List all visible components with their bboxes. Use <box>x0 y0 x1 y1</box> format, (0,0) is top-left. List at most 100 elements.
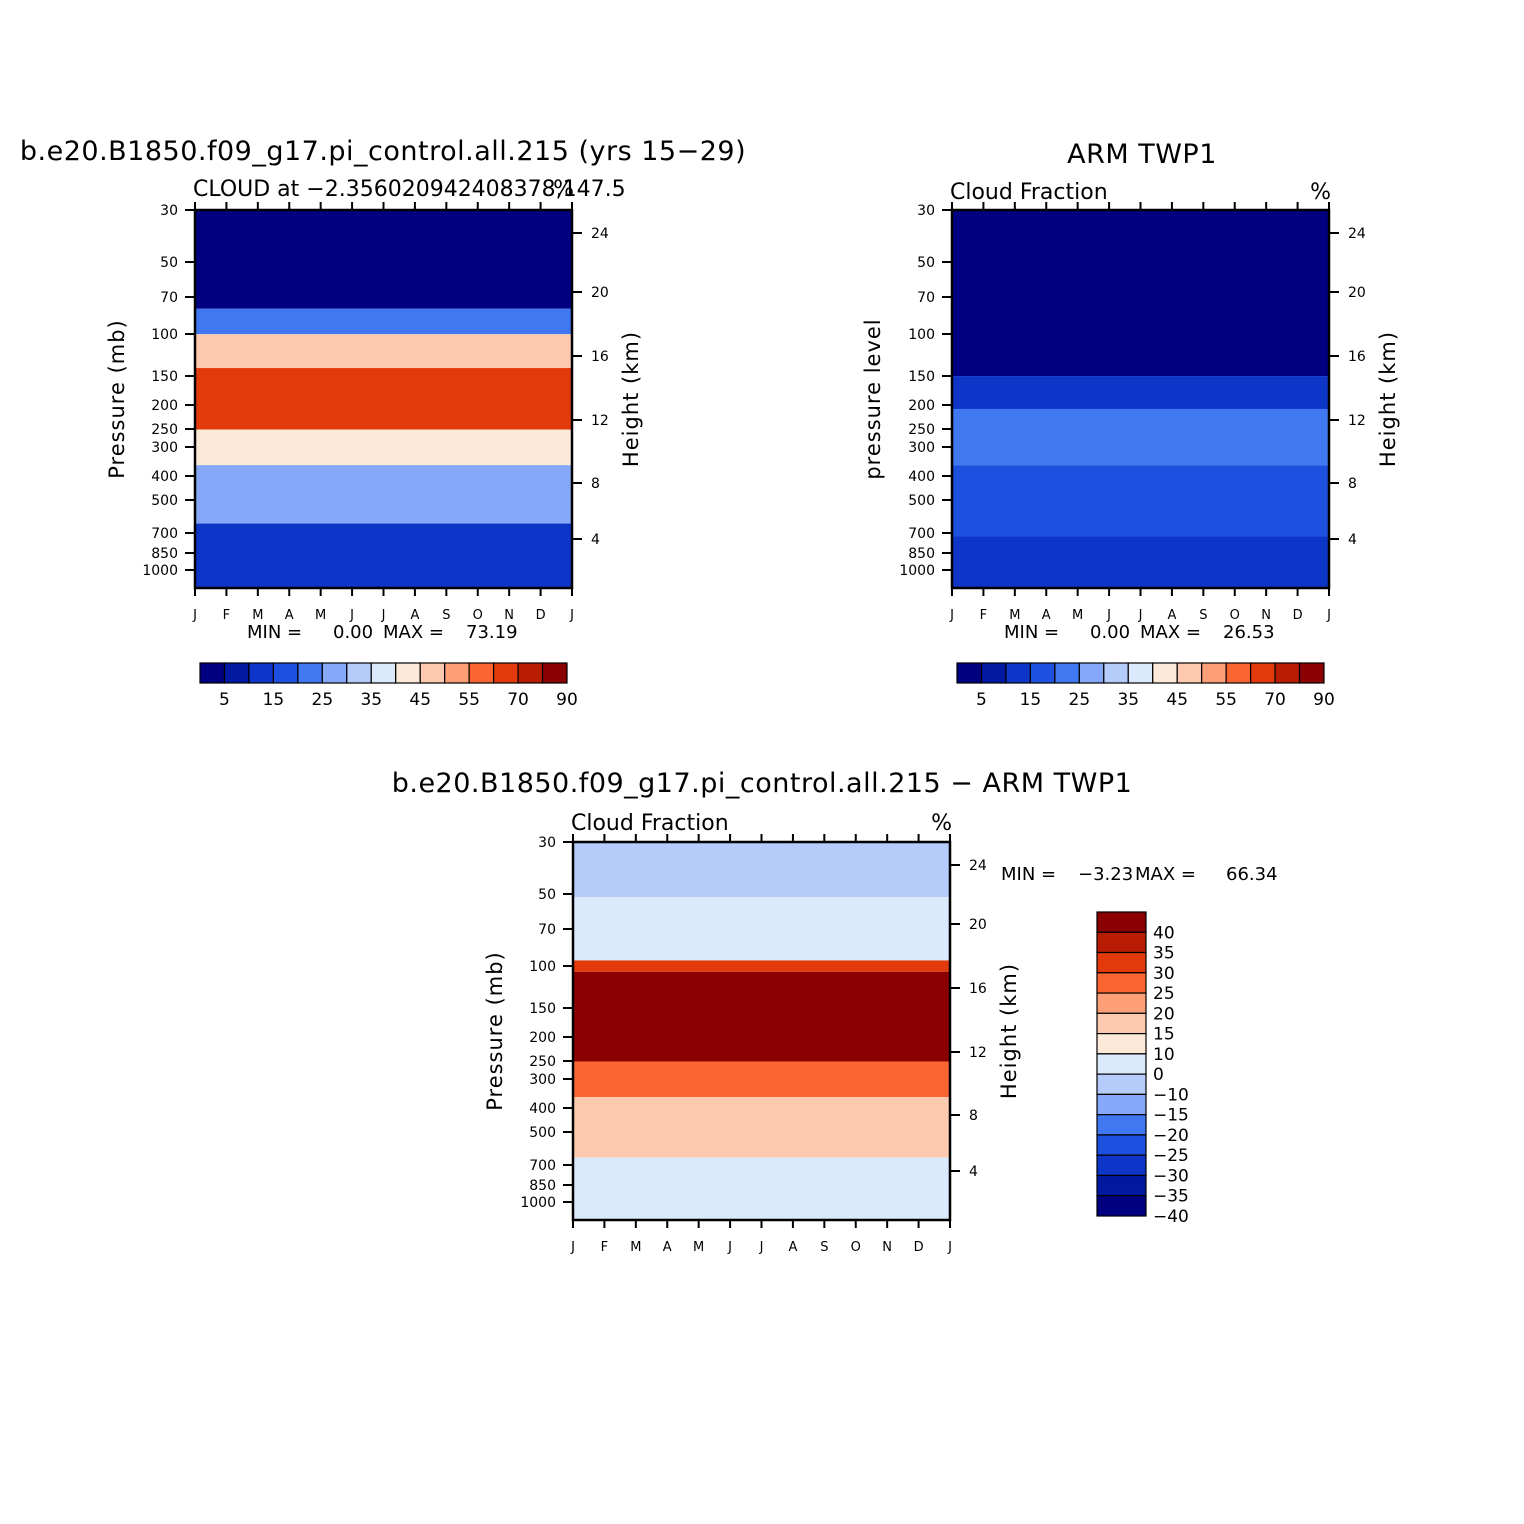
colorbar-label: −25 <box>1153 1146 1189 1166</box>
min-value: 0.00 <box>333 622 373 643</box>
y-tick-label: 150 <box>151 369 178 385</box>
units-label: % <box>553 177 574 202</box>
x-tick-label: J <box>1138 608 1143 623</box>
contour-band <box>573 960 950 972</box>
colorbar-swatch <box>1096 1073 1147 1095</box>
max-label: MAX = <box>1135 864 1196 885</box>
contour-band <box>952 536 1329 588</box>
y-tick-label: 500 <box>908 493 935 509</box>
y-tick-label-right: 16 <box>1348 349 1366 365</box>
x-tick-label: A <box>410 608 419 623</box>
y-tick-label: 700 <box>151 526 178 542</box>
y-tick-label: 50 <box>917 255 935 271</box>
y-tick-label-right: 24 <box>1348 226 1366 242</box>
y-tick-label: 300 <box>151 440 178 456</box>
colorbar-label: 20 <box>1153 1004 1175 1024</box>
y-tick-label: 400 <box>908 469 935 485</box>
colorbar-label: −10 <box>1153 1085 1189 1105</box>
min-value: −3.23 <box>1078 864 1133 885</box>
colorbar-label: 90 <box>1313 690 1335 710</box>
colorbar-swatch <box>272 662 299 684</box>
min-label: MIN = <box>1001 864 1056 885</box>
colorbar-swatch <box>1029 662 1056 684</box>
colorbar-label: 35 <box>1117 690 1139 710</box>
contour-band <box>573 1157 950 1220</box>
colorbar <box>199 662 568 684</box>
x-tick-label: J <box>570 1240 575 1255</box>
units-label: % <box>931 811 952 836</box>
x-tick-label: F <box>980 608 987 623</box>
y-tick-label: 70 <box>917 290 935 306</box>
y-tick-label: 250 <box>529 1054 556 1070</box>
y-tick-label: 300 <box>908 440 935 456</box>
x-tick-label: O <box>1230 608 1240 623</box>
colorbar-swatch <box>1054 662 1080 684</box>
colorbar-swatch <box>1078 662 1105 684</box>
colorbar-swatch <box>1127 662 1154 684</box>
x-tick-label: F <box>223 608 230 623</box>
x-tick-label: M <box>630 1240 641 1255</box>
y-tick-label: 30 <box>917 203 935 219</box>
y-tick-label: 100 <box>908 327 935 343</box>
colorbar-label: 25 <box>312 690 334 710</box>
colorbar-label: 45 <box>409 690 431 710</box>
x-tick-label: J <box>947 1240 952 1255</box>
chart-subtitle: CLOUD at −2.356020942408378,147.5 <box>193 177 626 202</box>
x-tick-label: J <box>949 608 954 623</box>
contour-band <box>952 465 1329 537</box>
colorbar-swatch <box>1096 1012 1147 1035</box>
colorbar-swatch <box>395 662 421 684</box>
colorbar-swatch <box>1225 662 1252 684</box>
colorbar <box>1096 911 1147 1217</box>
colorbar-swatch <box>248 662 275 684</box>
y-tick-label: 150 <box>908 369 935 385</box>
chart-subtitle: Cloud Fraction <box>571 811 729 836</box>
x-tick-label: D <box>914 1240 924 1255</box>
y-tick-label: 300 <box>529 1072 556 1088</box>
contour-band <box>195 368 572 430</box>
x-tick-label: J <box>727 1240 732 1255</box>
y-tick-label: 500 <box>151 493 178 509</box>
max-label: MAX = <box>383 622 444 643</box>
colorbar-label: 35 <box>1153 944 1175 964</box>
contour-band <box>195 523 572 588</box>
colorbar-swatch <box>1096 1174 1147 1197</box>
y-tick-label: 100 <box>529 959 556 975</box>
colorbar-swatch <box>297 662 323 684</box>
contour-band <box>195 210 572 309</box>
contour-band <box>195 465 572 524</box>
colorbar-label: 30 <box>1153 964 1175 984</box>
y-tick-label: 250 <box>908 422 935 438</box>
y-tick-label: 1000 <box>142 563 178 579</box>
x-tick-label: S <box>1199 608 1207 623</box>
contour-band <box>952 408 1329 466</box>
x-tick-label: M <box>315 608 326 623</box>
y-tick-label: 1000 <box>520 1195 556 1211</box>
colorbar-swatch <box>1096 911 1147 933</box>
colorbar-swatch <box>1096 1154 1147 1177</box>
y-tick-label-right: 24 <box>591 226 609 242</box>
x-tick-label: J <box>569 608 574 623</box>
colorbar-swatch <box>1176 662 1203 684</box>
x-tick-label: D <box>536 608 546 623</box>
x-tick-label: D <box>1293 608 1303 623</box>
colorbar-swatch <box>1152 662 1178 684</box>
contour-band <box>952 376 1329 409</box>
x-tick-label: N <box>1261 608 1271 623</box>
colorbar-label: −15 <box>1153 1106 1189 1126</box>
colorbar-swatch <box>1005 662 1032 684</box>
colorbar-swatch <box>1201 662 1227 684</box>
colorbar-swatch <box>1096 1053 1147 1075</box>
min-value: 0.00 <box>1090 622 1130 643</box>
colorbar-swatch <box>1103 662 1129 684</box>
x-tick-label: M <box>1009 608 1020 623</box>
colorbar-swatch <box>1096 931 1147 954</box>
y-tick-label: 50 <box>538 887 556 903</box>
x-tick-label: J <box>349 608 354 623</box>
y-tick-label: 1000 <box>899 563 935 579</box>
y-tick-label: 850 <box>908 546 935 562</box>
colorbar-swatch <box>1096 1195 1147 1217</box>
colorbar-label: 70 <box>507 690 529 710</box>
y-axis-label-right: Height (km) <box>1376 331 1400 467</box>
colorbar-swatch <box>370 662 397 684</box>
